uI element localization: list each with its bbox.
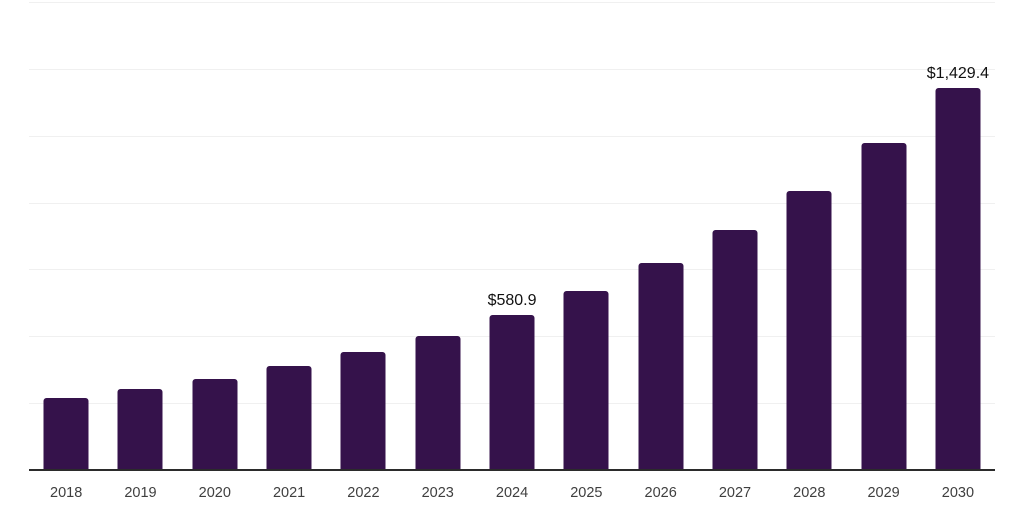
x-tick-label-2025: 2025: [570, 485, 603, 501]
gridline: [29, 2, 995, 3]
bar-slot-2023: [401, 0, 475, 470]
x-tick-label-2023: 2023: [421, 485, 454, 501]
x-tick-label-2024: 2024: [495, 485, 529, 501]
bar-2029: [861, 143, 907, 470]
x-tick-label-2021: 2021: [272, 485, 306, 501]
bar-slot-2020: [178, 0, 252, 470]
bar-2030: [935, 87, 981, 470]
x-tick-label-2028: 2028: [793, 485, 826, 501]
x-axis-labels: 2018 2019 2020 2021 2022 2023 2024 2025 2026 2027…: [29, 472, 995, 501]
gridline: [29, 68, 995, 70]
x-axis-line: [29, 469, 995, 471]
x-tick-label-2027: 2027: [718, 485, 752, 501]
bar-slot-2028: [772, 0, 846, 470]
bar-slot-2030: $1,429.4: [921, 0, 995, 470]
bar-slot-2026: [624, 0, 698, 470]
bar-2021: [266, 365, 312, 470]
bar-2019: [117, 388, 163, 470]
gridline: [29, 202, 995, 204]
x-tick-label-2030: 2030: [941, 485, 975, 501]
x-tick-label-2022: 2022: [347, 485, 380, 501]
bar-slot-2024: $580.9: [475, 0, 549, 470]
plot-area: $580.9 $1,429.4: [29, 0, 995, 470]
x-tick-label-2029: 2029: [867, 485, 900, 501]
bar-2026: [638, 263, 684, 470]
bar-slot-2021: [252, 0, 326, 470]
x-tick-label-2018: 2018: [50, 485, 83, 501]
data-label-2030: $1,429.4: [926, 64, 990, 82]
x-tick-label-2026: 2026: [644, 485, 677, 501]
bar-2028: [786, 190, 832, 470]
bar-2025: [563, 290, 609, 470]
bar-slot-2029: [846, 0, 920, 470]
bar-slot-2019: [103, 0, 177, 470]
bar-slot-2022: [326, 0, 400, 470]
data-label-2024: $580.9: [487, 291, 537, 309]
bars: $580.9 $1,429.4: [29, 0, 995, 470]
x-tick-label-2020: 2020: [198, 485, 231, 501]
gridline: [29, 269, 995, 271]
gridline: [29, 135, 995, 137]
bar-2022: [340, 352, 386, 470]
bar-slot-2027: [698, 0, 772, 470]
bar-2024: [489, 314, 535, 470]
x-tick-label-2019: 2019: [124, 485, 157, 501]
bar-2018: [43, 397, 89, 470]
bar-2020: [192, 378, 238, 470]
bar-2027: [712, 229, 758, 470]
bar-slot-2025: [549, 0, 623, 470]
bar-2023: [415, 335, 461, 470]
bar-slot-2018: [29, 0, 103, 470]
